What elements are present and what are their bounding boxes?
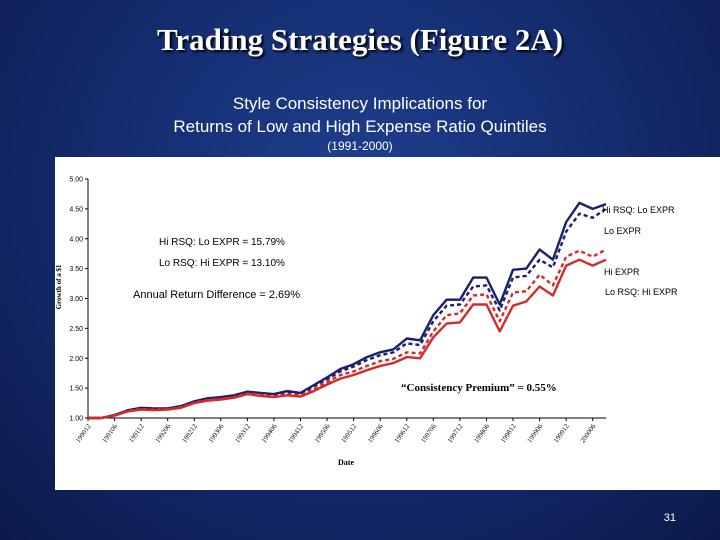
y-tick-label: 3.50: [69, 266, 83, 273]
subtitle-line-2: Returns of Low and High Expense Ratio Qu…: [173, 117, 547, 136]
x-tick-label: 199112: [127, 422, 146, 444]
x-tick-label: 199106: [101, 422, 120, 444]
y-tick-label: 4.50: [69, 206, 83, 213]
x-tick-label: 199806: [473, 422, 492, 444]
annotation-return-difference: Annual Return Difference = 2.69%: [133, 289, 300, 301]
x-tick-label: 199012: [74, 422, 93, 444]
x-tick-label: 199912: [552, 422, 571, 444]
x-axis-ticks: 199012 199106 199112 199206 199212 199306 1993…: [74, 418, 598, 444]
x-tick-label: 199406: [260, 422, 279, 444]
page-number: 31: [663, 512, 676, 524]
annotation-consistency-premium: “Consistency Premium” = 0.55%: [401, 382, 557, 394]
x-tick-label: 199712: [446, 422, 465, 444]
y-tick-label: 5.00: [69, 177, 83, 184]
chart-panel: 5.00 4.50 4.00 3.50 3.00 2.50 2.00 1.50 1.00 199…: [55, 157, 720, 490]
x-tick-label: 199706: [419, 422, 438, 444]
y-axis-label: Growth of a $1: [55, 264, 63, 309]
x-tick-label: 199206: [154, 422, 173, 444]
y-tick-label: 2.00: [69, 356, 83, 363]
x-tick-label: 200006: [579, 422, 598, 444]
y-tick-label: 4.00: [69, 236, 83, 243]
x-tick-label: 199306: [207, 422, 226, 444]
y-tick-label: 2.50: [69, 326, 83, 333]
x-tick-label: 199312: [233, 422, 252, 444]
y-axis-ticks: 5.00 4.50 4.00 3.50 3.00 2.50 2.00 1.50 1.00: [69, 177, 88, 423]
y-tick-label: 1.50: [69, 386, 83, 393]
legend-hi-rsq-lo-expr: Hi RSQ: Lo EXPR: [602, 205, 675, 215]
annotation-lo-rsq-hi-expr: Lo RSQ: Hi EXPR = 13.10%: [159, 258, 285, 269]
y-tick-label: 3.00: [69, 296, 83, 303]
annotation-hi-rsq-lo-expr: Hi RSQ: Lo EXPR = 15.79%: [159, 237, 285, 248]
x-tick-label: 199606: [366, 422, 385, 444]
line-chart: 5.00 4.50 4.00 3.50 3.00 2.50 2.00 1.50 1.00 199…: [55, 177, 678, 468]
chart-series: [88, 201, 607, 420]
x-tick-label: 199512: [340, 422, 359, 444]
slide-title: Trading Strategies (Figure 2A): [156, 22, 564, 57]
x-tick-label: 199506: [313, 422, 332, 444]
x-tick-label: 199412: [287, 422, 306, 444]
legend-lo-expr: Lo EXPR: [604, 226, 642, 236]
x-tick-label: 199906: [526, 422, 545, 444]
x-tick-label: 199612: [393, 422, 412, 444]
legend-hi-expr: Hi EXPR: [604, 267, 640, 277]
x-axis-label: Date: [338, 458, 354, 467]
x-tick-label: 199212: [180, 422, 199, 444]
x-tick-label: 199812: [499, 422, 518, 444]
series-line-4: [88, 258, 607, 420]
legend-lo-rsq-hi-expr: Lo RSQ: Hi EXPR: [605, 287, 678, 297]
period-label: (1991-2000): [327, 139, 393, 153]
y-tick-label: 1.00: [69, 416, 83, 423]
subtitle-line-1: Style Consistency Implications for: [232, 94, 488, 113]
